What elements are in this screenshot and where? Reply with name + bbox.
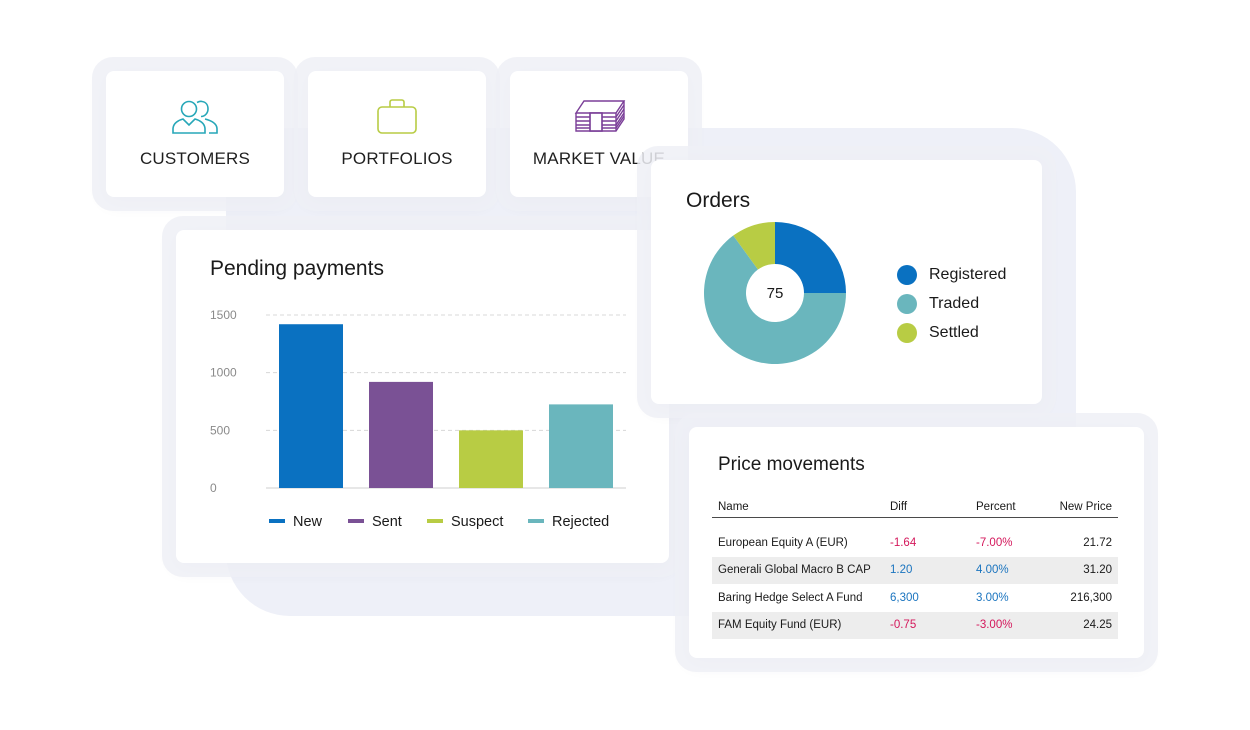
customers-label: CUSTOMERS <box>139 149 251 168</box>
cell-diff: -0.75 <box>884 611 970 639</box>
legend-label-registered: Registered <box>929 265 1007 283</box>
cell-new-price: 216,300 <box>1070 591 1112 604</box>
cell-diff: 6,300 <box>890 591 919 604</box>
slice-settled[interactable] <box>733 222 775 270</box>
column-header-new-price[interactable]: New Price <box>1040 497 1118 518</box>
market-value-tile[interactable]: MARKET VALUE <box>510 71 688 197</box>
legend-swatch-rejected <box>528 519 544 523</box>
cell-new-price: 24.25 <box>1040 611 1118 639</box>
price-movements-table: Name Diff Percent New Price European Equ… <box>712 497 1118 639</box>
legend-swatch-sent <box>348 519 364 523</box>
pending-payments-chart: 0 500 1000 1500 New Sent Suspect Rejected <box>210 308 626 530</box>
y-tick-label: 0 <box>210 481 217 495</box>
cell-diff: -1.64 <box>890 536 917 549</box>
bar-rejected[interactable] <box>549 404 613 488</box>
legend-label-suspect[interactable]: Suspect <box>451 514 503 530</box>
customers-icon <box>171 99 219 140</box>
customers-tile[interactable]: CUSTOMERS <box>106 71 284 197</box>
cell-name: FAM Equity Fund (EUR) <box>712 611 884 639</box>
orders-card: Orders 75 Registered Traded Settled <box>651 160 1042 404</box>
bar-suspect[interactable] <box>459 430 523 488</box>
cell-name: Generali Global Macro B CAP <box>712 556 884 584</box>
cell-new-price: 21.72 <box>1083 536 1112 549</box>
bar-new[interactable] <box>279 324 343 488</box>
y-tick-label: 1000 <box>210 366 237 380</box>
cell-percent: 3.00% <box>976 591 1009 604</box>
legend-swatch-registered <box>897 264 917 285</box>
legend-item-traded[interactable]: Traded <box>897 289 1006 318</box>
cell-diff: 1.20 <box>884 556 970 584</box>
portfolios-tile[interactable]: PORTFOLIOS <box>308 71 486 197</box>
orders-legend: Registered Traded Settled <box>897 260 1006 347</box>
market-value-label: MARKET VALUE <box>532 149 666 168</box>
cell-name: Baring Hedge Select A Fund <box>718 591 863 604</box>
legend-label-traded: Traded <box>929 294 980 312</box>
legend-swatch-traded <box>897 293 917 314</box>
banknotes-icon <box>572 99 626 138</box>
y-tick-label: 1500 <box>210 308 237 322</box>
column-header-name[interactable]: Name <box>712 497 884 518</box>
table-row[interactable]: Generali Global Macro B CAP 1.20 4.00% 3… <box>712 556 1118 584</box>
table-row[interactable]: Baring Hedge Select A Fund 6,300 3.00% 2… <box>712 584 1118 612</box>
table-row[interactable]: FAM Equity Fund (EUR) -0.75 -3.00% 24.25 <box>712 611 1118 639</box>
pending-payments-title: Pending payments <box>210 257 384 280</box>
legend-label-sent[interactable]: Sent <box>372 514 402 530</box>
legend-label-new[interactable]: New <box>293 514 323 530</box>
table-row[interactable]: European Equity A (EUR) -1.64 -7.00% 21.… <box>712 529 1118 557</box>
legend-swatch-settled <box>897 322 917 343</box>
bar-sent[interactable] <box>369 381 433 488</box>
legend-label-settled: Settled <box>929 323 979 341</box>
cell-percent: 4.00% <box>970 556 1040 584</box>
table-spacer <box>712 517 1118 529</box>
orders-title: Orders <box>686 189 751 212</box>
price-movements-card: Price movements Name Diff Percent New Pr… <box>689 427 1144 658</box>
cell-name: European Equity A (EUR) <box>718 536 848 549</box>
y-tick-label: 500 <box>210 423 230 437</box>
price-movements-title: Price movements <box>718 454 865 475</box>
donut-center-label: 75 <box>767 285 784 302</box>
column-header-diff[interactable]: Diff <box>884 497 970 518</box>
orders-chart: 75 <box>704 222 846 364</box>
legend-swatch-new <box>269 519 285 523</box>
slice-traded[interactable] <box>704 235 846 364</box>
cell-percent: -7.00% <box>976 536 1013 549</box>
briefcase-icon <box>376 99 418 140</box>
legend-item-registered[interactable]: Registered <box>897 260 1006 289</box>
portfolios-label: PORTFOLIOS <box>341 149 453 168</box>
legend-label-rejected[interactable]: Rejected <box>552 514 609 530</box>
legend-swatch-suspect <box>427 519 443 523</box>
legend-item-settled[interactable]: Settled <box>897 318 1006 347</box>
table-header-row: Name Diff Percent New Price <box>712 497 1118 518</box>
cell-new-price: 31.20 <box>1040 556 1118 584</box>
column-header-percent[interactable]: Percent <box>970 497 1040 518</box>
pending-payments-card: Pending payments 0 500 1000 1500 New Sent Susp… <box>176 230 669 563</box>
slice-registered[interactable] <box>775 222 846 293</box>
cell-percent: -3.00% <box>970 611 1040 639</box>
